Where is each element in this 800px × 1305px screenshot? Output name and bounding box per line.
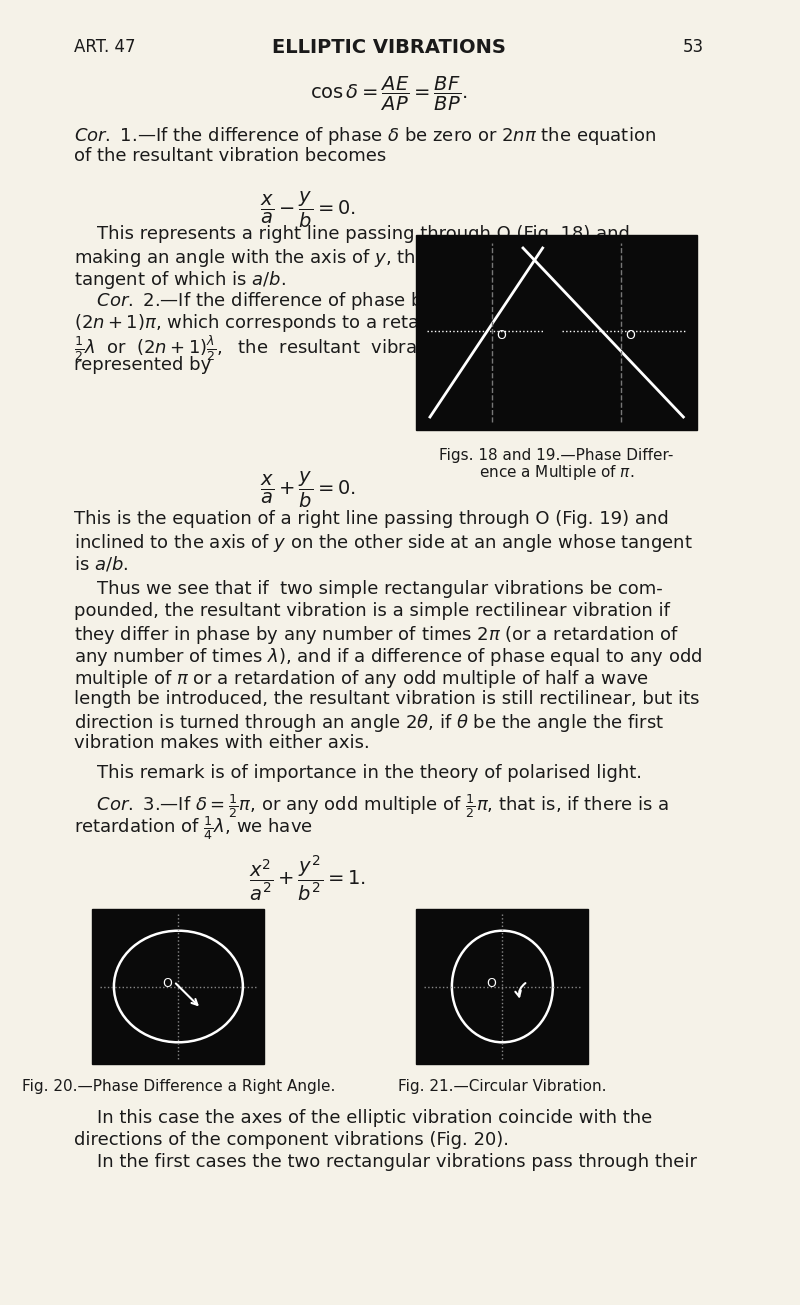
- Text: any number of times $\lambda$), and if a difference of phase equal to any odd: any number of times $\lambda$), and if a…: [74, 646, 702, 668]
- Text: 53: 53: [683, 38, 704, 56]
- Text: Thus we see that if  two simple rectangular vibrations be com-: Thus we see that if two simple rectangul…: [74, 579, 663, 598]
- Text: vibration makes with either axis.: vibration makes with either axis.: [74, 733, 370, 752]
- Text: $\cos\delta=\dfrac{AE}{AP}=\dfrac{BF}{BP}.$: $\cos\delta=\dfrac{AE}{AP}=\dfrac{BF}{BP…: [310, 74, 468, 114]
- Text: ELLIPTIC VIBRATIONS: ELLIPTIC VIBRATIONS: [272, 38, 506, 57]
- Text: represented by: represented by: [74, 356, 211, 375]
- Text: In this case the axes of the elliptic vibration coincide with the: In this case the axes of the elliptic vi…: [74, 1109, 653, 1128]
- Text: tangent of which is $a/b$.: tangent of which is $a/b$.: [74, 269, 286, 291]
- Text: This represents a right line passing through O (Fig. 18) and: This represents a right line passing thr…: [74, 224, 630, 243]
- Text: $\mathit{Cor.}$ 3.—If $\delta = \frac{1}{2}\pi$, or any odd multiple of $\frac{1: $\mathit{Cor.}$ 3.—If $\delta = \frac{1}…: [74, 792, 670, 820]
- Text: This is the equation of a right line passing through O (Fig. 19) and: This is the equation of a right line pas…: [74, 510, 669, 529]
- FancyBboxPatch shape: [93, 910, 264, 1064]
- Text: of the resultant vibration becomes: of the resultant vibration becomes: [74, 147, 386, 164]
- Text: $(2n+1)\pi$, which corresponds to a retardation: $(2n+1)\pi$, which corresponds to a reta…: [74, 312, 484, 334]
- Text: $\dfrac{x}{a}+\dfrac{y}{b}=0.$: $\dfrac{x}{a}+\dfrac{y}{b}=0.$: [260, 470, 356, 510]
- Text: In the first cases the two rectangular vibrations pass through their: In the first cases the two rectangular v…: [74, 1154, 698, 1171]
- Text: directions of the component vibrations (Fig. 20).: directions of the component vibrations (…: [74, 1131, 510, 1148]
- Text: $\dfrac{x}{a}-\dfrac{y}{b}=0.$: $\dfrac{x}{a}-\dfrac{y}{b}=0.$: [260, 191, 356, 230]
- Text: making an angle with the axis of $y$, the: making an angle with the axis of $y$, th…: [74, 247, 427, 269]
- Text: Fig. 21.—Circular Vibration.: Fig. 21.—Circular Vibration.: [398, 1079, 606, 1094]
- Text: pounded, the resultant vibration is a simple rectilinear vibration if: pounded, the resultant vibration is a si…: [74, 602, 670, 620]
- Text: length be introduced, the resultant vibration is still rectilinear, but its: length be introduced, the resultant vibr…: [74, 690, 700, 709]
- Text: ence a Multiple of $\pi$.: ence a Multiple of $\pi$.: [479, 463, 634, 482]
- Text: O: O: [162, 977, 172, 990]
- Text: Figs. 18 and 19.—Phase Differ-: Figs. 18 and 19.—Phase Differ-: [439, 448, 674, 463]
- Text: O: O: [486, 977, 496, 990]
- Text: Fig. 20.—Phase Difference a Right Angle.: Fig. 20.—Phase Difference a Right Angle.: [22, 1079, 335, 1094]
- Text: inclined to the axis of $y$ on the other side at an angle whose tangent: inclined to the axis of $y$ on the other…: [74, 532, 693, 555]
- Text: $\mathit{Cor.}$ 2.—If the difference of phase be $\pi$ or: $\mathit{Cor.}$ 2.—If the difference of …: [74, 290, 476, 312]
- Text: $\dfrac{x^2}{a^2}+\dfrac{y^2}{b^2}=1.$: $\dfrac{x^2}{a^2}+\dfrac{y^2}{b^2}=1.$: [250, 853, 366, 903]
- FancyBboxPatch shape: [417, 235, 697, 431]
- Text: $\mathit{Cor.}$ 1.—If the difference of phase $\delta$ be zero or $2n\pi$ the eq: $\mathit{Cor.}$ 1.—If the difference of …: [74, 125, 656, 147]
- Text: is $a/b$.: is $a/b$.: [74, 555, 129, 573]
- Text: direction is turned through an angle $2\theta$, if $\theta$ be the angle the fir: direction is turned through an angle $2\…: [74, 713, 665, 733]
- Text: they differ in phase by any number of times $2\pi$ (or a retardation of: they differ in phase by any number of ti…: [74, 624, 679, 646]
- FancyBboxPatch shape: [417, 910, 588, 1064]
- Text: retardation of $\frac{1}{4}\lambda$, we have: retardation of $\frac{1}{4}\lambda$, we …: [74, 814, 313, 842]
- Text: This remark is of importance in the theory of polarised light.: This remark is of importance in the theo…: [74, 763, 642, 782]
- Text: multiple of $\pi$ or a retardation of any odd multiple of half a wave: multiple of $\pi$ or a retardation of an…: [74, 668, 650, 690]
- Text: $\frac{1}{2}\lambda$  or  $(2n+1)\frac{\lambda}{2},$  the  resultant  vibration : $\frac{1}{2}\lambda$ or $(2n+1)\frac{\la…: [74, 334, 478, 363]
- Text: ART. 47: ART. 47: [74, 38, 136, 56]
- Text: O: O: [497, 329, 506, 342]
- Text: O: O: [626, 329, 636, 342]
